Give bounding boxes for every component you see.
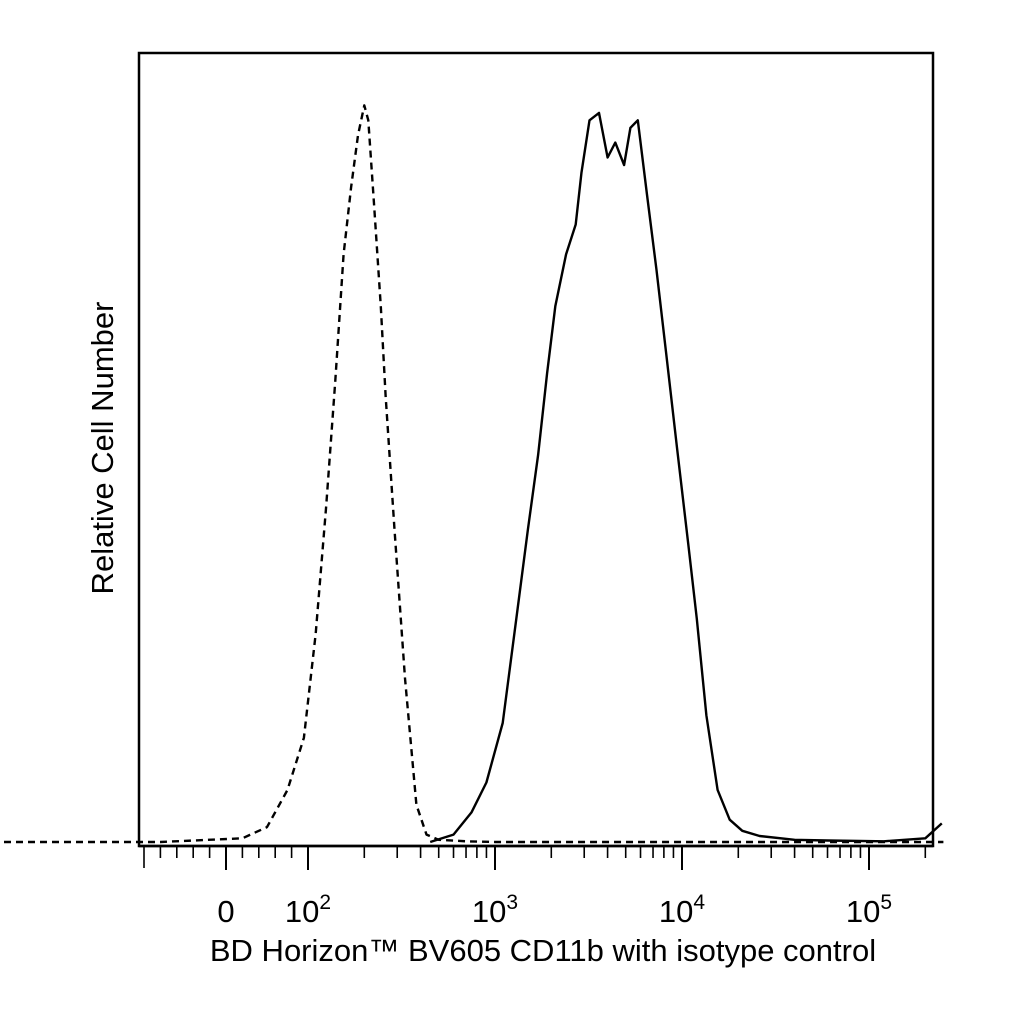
x-axis-ticks [139,844,933,870]
x-tick-label: 102 [285,891,331,929]
x-tick-label: 104 [659,891,705,929]
x-tick-label: 103 [472,891,518,929]
isotype-control-histogram [0,104,944,844]
y-axis-label: Relative Cell Number [85,302,120,595]
x-axis-tick-labels: 0 102 103 104 105 [217,891,892,929]
series-group [0,104,944,844]
x-axis-label: BD Horizon™ BV605 CD11b with isotype con… [210,933,876,968]
plot-frame [137,51,935,848]
cd11b-histogram [429,111,943,844]
x-tick-label: 0 [217,894,234,929]
x-tick-label: 105 [846,891,892,929]
